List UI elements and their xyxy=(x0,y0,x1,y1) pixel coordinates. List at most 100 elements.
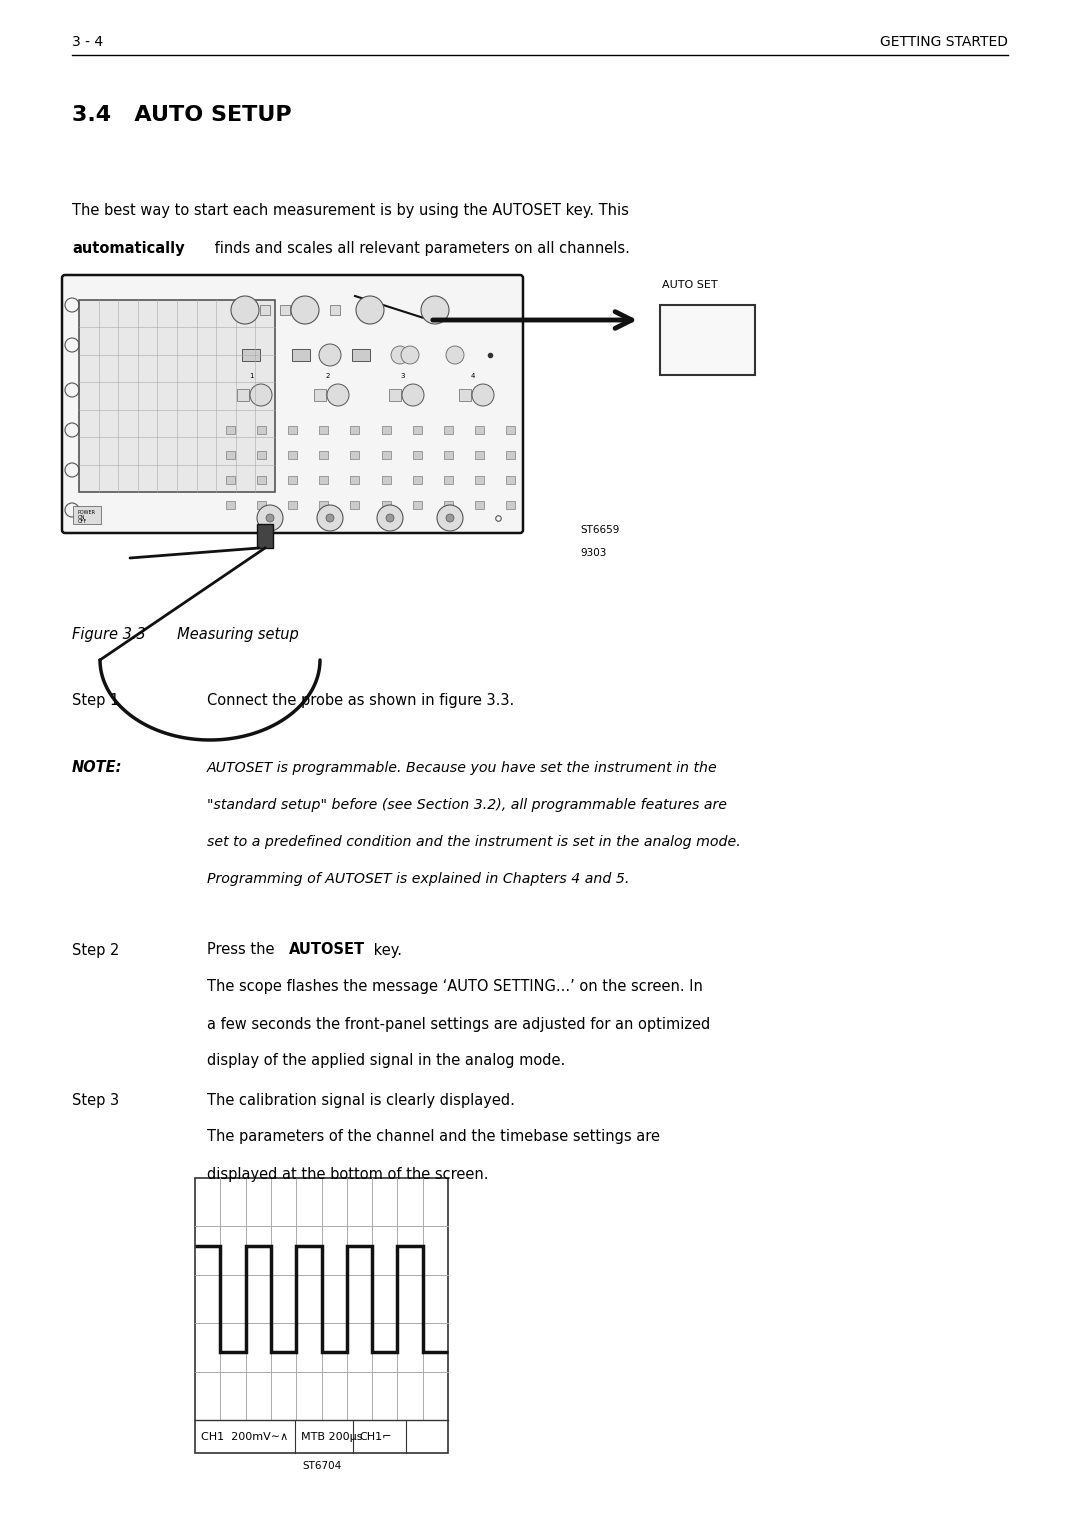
Text: CH1⌐: CH1⌐ xyxy=(360,1431,392,1442)
Bar xyxy=(320,427,328,434)
Text: Programming of AUTOSET is explained in Chapters 4 and 5.: Programming of AUTOSET is explained in C… xyxy=(207,872,630,885)
Text: display of the applied signal in the analog mode.: display of the applied signal in the ana… xyxy=(207,1053,565,1069)
Text: ON: ON xyxy=(78,515,85,520)
Bar xyxy=(314,388,326,401)
Bar xyxy=(292,349,310,361)
Bar xyxy=(413,451,421,459)
Bar xyxy=(257,502,266,509)
Text: Step 2: Step 2 xyxy=(72,942,120,957)
Bar xyxy=(257,476,266,485)
Bar xyxy=(288,451,297,459)
Circle shape xyxy=(257,505,283,531)
Bar xyxy=(507,451,515,459)
Bar xyxy=(226,502,235,509)
Bar xyxy=(226,451,235,459)
Text: automatically: automatically xyxy=(72,240,185,255)
Bar xyxy=(350,502,360,509)
Bar xyxy=(242,349,260,361)
Bar xyxy=(79,300,275,315)
Circle shape xyxy=(472,384,494,407)
Text: Step 3: Step 3 xyxy=(72,1093,119,1107)
Text: Connect the probe as shown in figure 3.3.: Connect the probe as shown in figure 3.3… xyxy=(207,693,514,708)
Bar xyxy=(260,304,270,315)
Text: MTB 200μs: MTB 200μs xyxy=(301,1431,363,1442)
Bar xyxy=(330,304,340,315)
Bar xyxy=(381,427,391,434)
Bar xyxy=(381,451,391,459)
Text: a few seconds the front-panel settings are adjusted for an optimized: a few seconds the front-panel settings a… xyxy=(207,1017,711,1032)
Circle shape xyxy=(266,514,274,521)
Bar xyxy=(475,451,484,459)
Bar xyxy=(475,476,484,485)
Text: 3.4   AUTO SETUP: 3.4 AUTO SETUP xyxy=(72,106,292,125)
Bar xyxy=(413,502,421,509)
Circle shape xyxy=(401,346,419,364)
Text: CH1  200mV∼∧: CH1 200mV∼∧ xyxy=(201,1431,288,1442)
Bar xyxy=(475,427,484,434)
Bar xyxy=(444,502,453,509)
Bar xyxy=(475,502,484,509)
Circle shape xyxy=(319,344,341,365)
Circle shape xyxy=(318,505,343,531)
Bar xyxy=(507,427,515,434)
Text: AUTOSET is programmable. Because you have set the instrument in the: AUTOSET is programmable. Because you hav… xyxy=(207,761,718,775)
Circle shape xyxy=(291,297,319,324)
Bar xyxy=(352,349,370,361)
Circle shape xyxy=(421,297,449,324)
Circle shape xyxy=(231,297,259,324)
Bar xyxy=(79,300,275,492)
Circle shape xyxy=(249,384,272,407)
Bar xyxy=(226,427,235,434)
Text: POWER: POWER xyxy=(78,511,96,515)
Circle shape xyxy=(446,514,454,521)
Bar xyxy=(507,476,515,485)
Bar xyxy=(507,502,515,509)
Text: 3 - 4: 3 - 4 xyxy=(72,35,103,49)
Circle shape xyxy=(356,297,384,324)
Text: Measuring setup: Measuring setup xyxy=(154,627,299,642)
Circle shape xyxy=(446,346,464,364)
Bar xyxy=(237,388,249,401)
Bar xyxy=(226,476,235,485)
Circle shape xyxy=(327,384,349,407)
Circle shape xyxy=(391,346,409,364)
Bar xyxy=(73,506,102,524)
Text: Step 1: Step 1 xyxy=(72,693,119,708)
Bar xyxy=(389,388,401,401)
Text: NOTE:: NOTE: xyxy=(72,760,122,775)
Text: AUTO SET: AUTO SET xyxy=(662,280,718,291)
Circle shape xyxy=(402,384,424,407)
Text: displayed at the bottom of the screen.: displayed at the bottom of the screen. xyxy=(207,1167,488,1182)
Text: finds and scales all relevant parameters on all channels.: finds and scales all relevant parameters… xyxy=(210,240,630,255)
Text: ST6659: ST6659 xyxy=(580,524,619,535)
Text: "standard setup" before (see Section 3.2), all programmable features are: "standard setup" before (see Section 3.2… xyxy=(207,798,727,812)
Circle shape xyxy=(377,505,403,531)
Bar xyxy=(320,451,328,459)
Text: The scope flashes the message ‘AUTO SETTING...’ on the screen. In: The scope flashes the message ‘AUTO SETT… xyxy=(207,980,703,994)
Bar xyxy=(459,388,471,401)
Bar xyxy=(320,476,328,485)
Bar xyxy=(444,476,453,485)
Bar xyxy=(660,304,755,375)
Text: Press the: Press the xyxy=(207,942,279,957)
Text: OFF: OFF xyxy=(78,518,87,524)
Circle shape xyxy=(386,514,394,521)
Text: GETTING STARTED: GETTING STARTED xyxy=(880,35,1008,49)
Text: set to a predefined condition and the instrument is set in the analog mode.: set to a predefined condition and the in… xyxy=(207,835,741,849)
Bar xyxy=(280,304,291,315)
Bar xyxy=(288,502,297,509)
Bar xyxy=(444,451,453,459)
Bar xyxy=(350,451,360,459)
Text: ST6704: ST6704 xyxy=(302,1462,341,1471)
Text: 9303: 9303 xyxy=(580,547,606,558)
Bar xyxy=(444,427,453,434)
Bar xyxy=(257,524,273,547)
Bar xyxy=(320,502,328,509)
Text: 4: 4 xyxy=(471,373,475,379)
Bar xyxy=(413,427,421,434)
Bar xyxy=(288,427,297,434)
Circle shape xyxy=(326,514,334,521)
Text: The calibration signal is clearly displayed.: The calibration signal is clearly displa… xyxy=(207,1093,515,1107)
Circle shape xyxy=(437,505,463,531)
Bar xyxy=(350,427,360,434)
